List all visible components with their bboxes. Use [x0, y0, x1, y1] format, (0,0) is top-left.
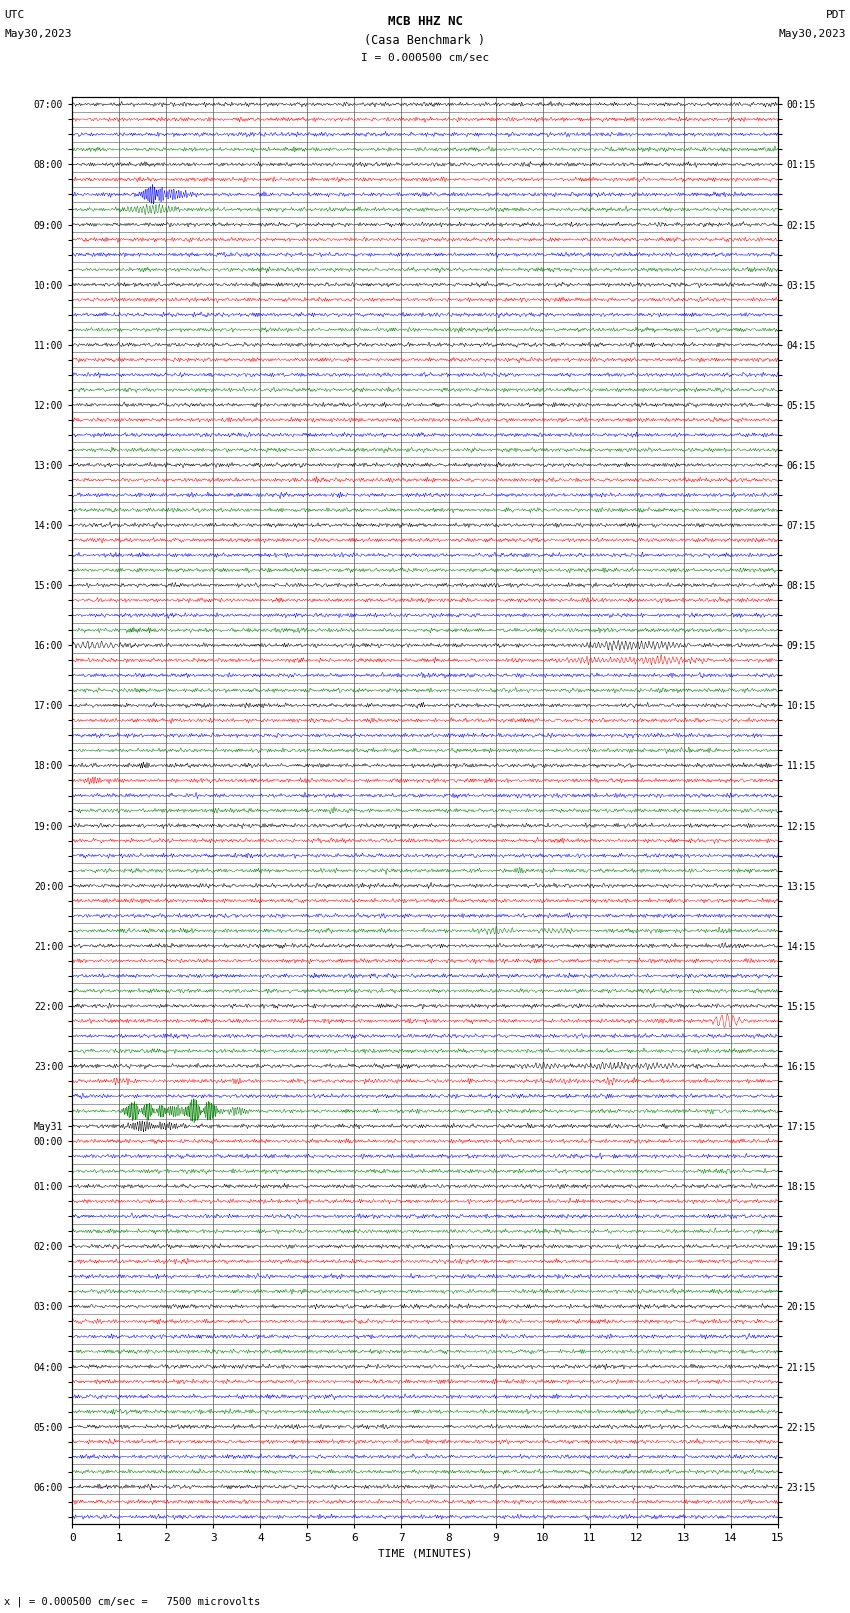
- X-axis label: TIME (MINUTES): TIME (MINUTES): [377, 1548, 473, 1558]
- Text: May30,2023: May30,2023: [4, 29, 71, 39]
- Text: x | = 0.000500 cm/sec =   7500 microvolts: x | = 0.000500 cm/sec = 7500 microvolts: [4, 1595, 260, 1607]
- Text: I = 0.000500 cm/sec: I = 0.000500 cm/sec: [361, 53, 489, 63]
- Text: UTC: UTC: [4, 10, 25, 19]
- Text: PDT: PDT: [825, 10, 846, 19]
- Text: MCB HHZ NC: MCB HHZ NC: [388, 15, 462, 27]
- Text: (Casa Benchmark ): (Casa Benchmark ): [365, 34, 485, 47]
- Text: May30,2023: May30,2023: [779, 29, 846, 39]
